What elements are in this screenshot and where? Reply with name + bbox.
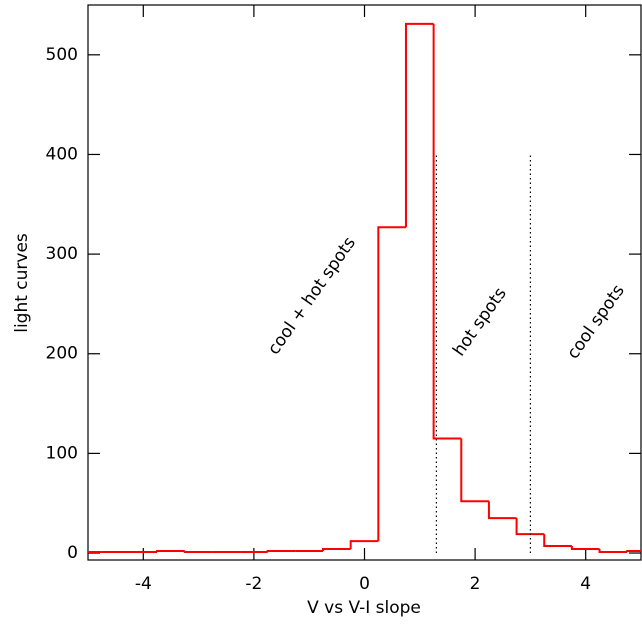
- histogram-step: [487, 501, 517, 520]
- y-axis-label: light curves: [12, 233, 32, 333]
- histogram-step: [432, 23, 462, 440]
- y-tick-label: 300: [46, 244, 78, 264]
- x-tick-label: 4: [580, 574, 591, 594]
- y-tick-label: 0: [67, 543, 78, 563]
- annotation: hot spots: [449, 284, 511, 360]
- histogram-step: [156, 550, 185, 553]
- histogram-step: [515, 518, 545, 536]
- histogram-step: [322, 548, 351, 552]
- y-tick-label: 100: [46, 443, 78, 463]
- y-tick-label: 400: [46, 144, 78, 164]
- histogram-step: [377, 226, 406, 542]
- x-tick-label: -2: [245, 574, 262, 594]
- plot-frame: [87, 4, 642, 561]
- histogram-step: [404, 22, 434, 228]
- y-tick-label: 500: [46, 45, 78, 65]
- x-axis-label: V vs V-I slope: [307, 598, 421, 618]
- annotation: cool spots: [563, 281, 629, 363]
- histogram-step: [570, 546, 600, 551]
- histogram-step: [543, 534, 572, 548]
- histogram-step: [88, 551, 102, 554]
- annotation: cool + hot spots: [264, 233, 360, 358]
- histogram-step: [349, 540, 379, 550]
- x-tick-label: -4: [135, 574, 152, 594]
- x-tick-label: 2: [470, 574, 481, 594]
- histogram-step: [183, 551, 213, 554]
- histogram-step: [598, 549, 628, 554]
- histogram-step: [626, 550, 641, 553]
- x-tick-label: 0: [359, 574, 370, 594]
- histogram-step: [460, 438, 489, 503]
- histogram-step: [266, 550, 296, 553]
- histogram: [88, 22, 641, 554]
- y-tick-label: 200: [46, 344, 78, 364]
